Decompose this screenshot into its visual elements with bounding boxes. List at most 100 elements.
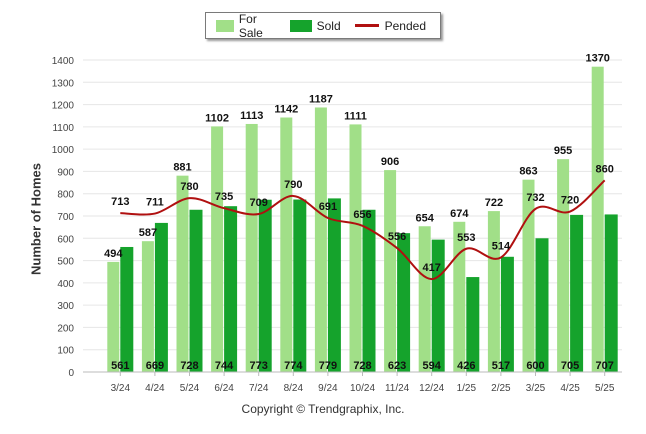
data-label-for-sale: 1102: [205, 112, 229, 124]
bar-for-sale: [176, 175, 189, 372]
data-label-for-sale: 722: [485, 197, 503, 209]
data-label-sold: 773: [250, 360, 268, 372]
legend-swatch-for-sale: [216, 19, 234, 32]
data-label-sold: 669: [146, 360, 164, 372]
data-label-sold: 705: [561, 360, 579, 372]
data-label-pended: 713: [111, 196, 129, 208]
y-tick-label: 400: [57, 279, 74, 290]
data-label-for-sale: 1142: [274, 103, 298, 115]
data-label-sold: 426: [457, 360, 475, 372]
bar-for-sale: [522, 179, 535, 372]
data-label-sold: 594: [423, 360, 442, 372]
x-tick-label: 3/24: [111, 383, 131, 394]
bar-for-sale: [107, 261, 120, 372]
bar-sold: [604, 214, 618, 372]
data-label-for-sale: 654: [416, 212, 435, 224]
pended-line: [120, 179, 606, 281]
data-label-for-sale: 494: [104, 248, 123, 260]
data-label-sold: 561: [111, 360, 129, 372]
bar-sold: [570, 214, 584, 372]
x-tick-label: 2/25: [491, 383, 511, 394]
y-tick-label: 800: [57, 190, 74, 201]
bar-sold: [535, 238, 549, 372]
bar-sold: [327, 198, 341, 372]
x-tick-label: 3/25: [526, 383, 546, 394]
bar-sold: [120, 246, 134, 372]
bar-sold: [500, 256, 514, 372]
bar-for-sale: [314, 107, 327, 373]
data-label-for-sale: 1113: [240, 110, 263, 122]
data-label-pended: 860: [596, 163, 614, 175]
legend-swatch-pended: [354, 24, 379, 27]
data-label-sold: 600: [526, 360, 544, 372]
legend-item-pended[interactable]: Pended: [354, 18, 426, 33]
data-label-for-sale: 863: [519, 166, 537, 178]
bar-for-sale: [280, 117, 293, 372]
data-label-sold: 744: [215, 360, 234, 372]
y-tick-label: 1000: [52, 145, 75, 156]
data-label-pended: 780: [180, 181, 198, 193]
legend-item-sold[interactable]: Sold: [289, 18, 341, 33]
bar-sold: [154, 222, 168, 372]
legend-label-sold: Sold: [316, 18, 341, 33]
data-label-for-sale: 1370: [585, 53, 609, 65]
bar-for-sale: [349, 124, 362, 372]
data-label-pended: 556: [388, 231, 406, 243]
bars-layer: [107, 66, 618, 373]
data-label-sold: 623: [388, 360, 406, 372]
bar-sold: [397, 233, 411, 372]
y-tick-label: 1200: [52, 101, 75, 112]
legend-label-pended: Pended: [384, 18, 426, 33]
bar-sold: [258, 199, 272, 372]
x-tick-label: 7/24: [249, 383, 269, 394]
y-tick-label: 1300: [52, 78, 75, 89]
bar-sold: [293, 199, 307, 372]
axis-layer: 0 100 200 300 400 500 600 700 800 900 1000 1100 1200…: [52, 56, 622, 394]
data-label-for-sale: 881: [173, 162, 191, 174]
bar-for-sale: [557, 159, 570, 372]
x-tick-label: 8/24: [284, 383, 304, 394]
labels-layer: 494 561 587 669 881 728 1102 744 1113 773 1142 774 1…: [104, 53, 614, 372]
bar-for-sale: [211, 126, 224, 372]
data-label-for-sale: 1111: [344, 110, 367, 122]
y-tick-label: 300: [57, 301, 74, 312]
x-tick-label: 11/24: [385, 383, 410, 394]
x-tick-label: 1/25: [457, 383, 477, 394]
data-label-pended: 417: [423, 262, 441, 274]
legend-swatch-sold: [289, 19, 312, 32]
legend: For Sale Sold Pended: [205, 12, 441, 40]
y-axis-title: Number of Homes: [28, 163, 44, 275]
data-label-sold: 728: [353, 360, 371, 372]
bar-sold: [466, 277, 480, 372]
x-tick-label: 5/25: [595, 383, 615, 394]
data-label-sold: 728: [180, 360, 198, 372]
data-label-pended: 709: [250, 197, 268, 209]
x-tick-label: 6/24: [214, 383, 234, 394]
bar-for-sale: [141, 241, 154, 372]
legend-item-for-sale[interactable]: For Sale: [216, 12, 276, 40]
y-tick-label: 200: [57, 323, 74, 334]
data-label-for-sale: 587: [139, 227, 157, 239]
data-label-pended: 656: [353, 209, 371, 221]
data-label-pended: 732: [526, 192, 544, 204]
data-label-for-sale: 906: [381, 156, 399, 168]
bar-sold: [189, 209, 203, 372]
bar-for-sale: [487, 211, 500, 372]
data-label-sold: 707: [596, 360, 614, 372]
bar-sold: [224, 206, 238, 372]
bar-for-sale: [418, 226, 431, 372]
y-tick-label: 500: [57, 257, 74, 268]
data-label-pended: 720: [561, 195, 579, 207]
bar-for-sale: [591, 66, 604, 372]
bar-sold: [431, 239, 445, 372]
y-tick-label: 1400: [52, 56, 75, 67]
bar-sold: [362, 209, 376, 372]
legend-label-for-sale: For Sale: [238, 11, 263, 40]
x-tick-label: 12/24: [419, 383, 444, 394]
data-label-pended: 711: [146, 197, 164, 209]
bar-for-sale: [453, 221, 466, 372]
y-tick-label: 900: [57, 167, 74, 178]
y-tick-label: 700: [57, 212, 74, 223]
y-tick-label: 1100: [52, 123, 74, 134]
x-tick-label: 4/25: [560, 383, 580, 394]
